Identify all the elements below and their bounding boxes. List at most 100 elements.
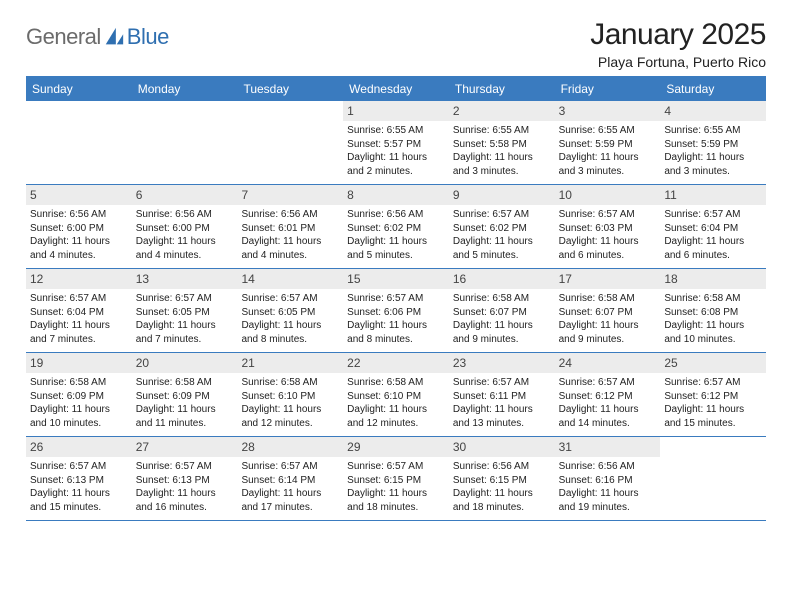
day-info-line: Sunrise: 6:57 AM [241,460,339,474]
day-cell: 2Sunrise: 6:55 AMSunset: 5:58 PMDaylight… [449,101,555,184]
day-info: Sunrise: 6:55 AMSunset: 5:58 PMDaylight:… [453,124,551,178]
day-info-line: and 10 minutes. [664,333,762,347]
day-header: Friday [555,78,661,101]
day-info-line: Sunrise: 6:56 AM [30,208,128,222]
day-info-line: Sunset: 6:09 PM [136,390,234,404]
day-info-line: Sunrise: 6:55 AM [347,124,445,138]
day-cell: 1Sunrise: 6:55 AMSunset: 5:57 PMDaylight… [343,101,449,184]
day-number: 10 [555,185,661,205]
day-info: Sunrise: 6:55 AMSunset: 5:57 PMDaylight:… [347,124,445,178]
logo-text-blue: Blue [127,24,169,50]
day-cell: 4Sunrise: 6:55 AMSunset: 5:59 PMDaylight… [660,101,766,184]
day-info-line: Sunrise: 6:57 AM [347,292,445,306]
day-info-line: and 2 minutes. [347,165,445,179]
day-number: 17 [555,269,661,289]
day-info-line: Daylight: 11 hours [347,235,445,249]
day-info: Sunrise: 6:57 AMSunset: 6:05 PMDaylight:… [136,292,234,346]
day-info-line: Sunrise: 6:56 AM [136,208,234,222]
day-info-line: Daylight: 11 hours [664,403,762,417]
day-info: Sunrise: 6:57 AMSunset: 6:03 PMDaylight:… [559,208,657,262]
day-info-line: Daylight: 11 hours [559,319,657,333]
day-info-line: Daylight: 11 hours [453,403,551,417]
day-cell: 24Sunrise: 6:57 AMSunset: 6:12 PMDayligh… [555,353,661,436]
day-info-line: and 8 minutes. [347,333,445,347]
day-info-line: Sunset: 6:11 PM [453,390,551,404]
day-number: 15 [343,269,449,289]
page-subtitle: Playa Fortuna, Puerto Rico [590,54,766,70]
day-number: 24 [555,353,661,373]
day-info-line: Daylight: 11 hours [241,235,339,249]
day-cell: 10 Sunrise: 6:57 AMSunset: 6:03 PMDayligh… [555,185,661,268]
day-info-line: and 3 minutes. [559,165,657,179]
day-header: Wednesday [343,78,449,101]
day-info-line: Sunrise: 6:55 AM [453,124,551,138]
day-info-line: and 8 minutes. [241,333,339,347]
day-info-line: Sunset: 6:10 PM [241,390,339,404]
week-row: 19Sunrise: 6:58 AMSunset: 6:09 PMDayligh… [26,353,766,437]
day-info-line: Sunset: 6:12 PM [559,390,657,404]
day-cell: 18Sunrise: 6:58 AMSunset: 6:08 PMDayligh… [660,269,766,352]
day-cell: 6Sunrise: 6:56 AMSunset: 6:00 PMDaylight… [132,185,238,268]
day-info-line: Sunrise: 6:58 AM [30,376,128,390]
logo-sail-icon [103,26,125,48]
title-block: January 2025 Playa Fortuna, Puerto Rico [590,18,766,70]
day-info-line: Daylight: 11 hours [559,487,657,501]
day-cell: 27Sunrise: 6:57 AMSunset: 6:13 PMDayligh… [132,437,238,520]
day-info-line: Daylight: 11 hours [136,235,234,249]
day-cell: 11 Sunrise: 6:57 AMSunset: 6:04 PMDayligh… [660,185,766,268]
day-info-line: and 7 minutes. [30,333,128,347]
day-info-line: Sunrise: 6:56 AM [241,208,339,222]
day-info-line: Sunrise: 6:58 AM [559,292,657,306]
day-cell: 8Sunrise: 6:56 AMSunset: 6:02 PMDaylight… [343,185,449,268]
day-info-line: Sunset: 5:57 PM [347,138,445,152]
header: General Blue January 2025 Playa Fortuna,… [26,18,766,70]
day-info: Sunrise: 6:58 AMSunset: 6:09 PMDaylight:… [30,376,128,430]
day-number: 28 [237,437,343,457]
day-number: 25 [660,353,766,373]
day-info-line: and 19 minutes. [559,501,657,515]
day-number: 21 [237,353,343,373]
day-number: 7 [237,185,343,205]
day-info: Sunrise: 6:57 AMSunset: 6:15 PMDaylight:… [347,460,445,514]
day-number: 11 [660,185,766,205]
day-info-line: Daylight: 11 hours [453,235,551,249]
day-info-line: Sunrise: 6:57 AM [559,208,657,222]
day-cell: 17Sunrise: 6:58 AMSunset: 6:07 PMDayligh… [555,269,661,352]
day-info-line: Daylight: 11 hours [559,235,657,249]
day-cell: ..... [26,101,132,184]
day-info-line: Sunset: 6:02 PM [453,222,551,236]
day-info-line: Daylight: 11 hours [347,151,445,165]
day-info-line: Sunrise: 6:58 AM [136,376,234,390]
day-info-line: Sunset: 6:02 PM [347,222,445,236]
day-cell: 3Sunrise: 6:55 AMSunset: 5:59 PMDaylight… [555,101,661,184]
day-info-line: Sunset: 6:06 PM [347,306,445,320]
day-info-line: Sunset: 6:01 PM [241,222,339,236]
day-info-line: Sunset: 6:04 PM [30,306,128,320]
day-cell: 21Sunrise: 6:58 AMSunset: 6:10 PMDayligh… [237,353,343,436]
day-number: 29 [343,437,449,457]
day-info-line: Sunrise: 6:58 AM [347,376,445,390]
day-info-line: and 17 minutes. [241,501,339,515]
day-info-line: and 18 minutes. [453,501,551,515]
day-info-line: and 15 minutes. [30,501,128,515]
day-number: 22 [343,353,449,373]
day-number: 6 [132,185,238,205]
day-info-line: Sunrise: 6:58 AM [664,292,762,306]
day-info: Sunrise: 6:56 AMSunset: 6:00 PMDaylight:… [30,208,128,262]
day-header: Tuesday [237,78,343,101]
day-info: Sunrise: 6:57 AMSunset: 6:04 PMDaylight:… [664,208,762,262]
day-info-line: Sunset: 6:13 PM [30,474,128,488]
day-info-line: Sunrise: 6:57 AM [136,292,234,306]
day-info-line: Sunrise: 6:56 AM [453,460,551,474]
day-number: 16 [449,269,555,289]
day-info-line: Sunrise: 6:57 AM [664,208,762,222]
day-info: Sunrise: 6:57 AMSunset: 6:11 PMDaylight:… [453,376,551,430]
day-cell: 16Sunrise: 6:58 AMSunset: 6:07 PMDayligh… [449,269,555,352]
day-info-line: and 7 minutes. [136,333,234,347]
day-info: Sunrise: 6:57 AMSunset: 6:12 PMDaylight:… [664,376,762,430]
day-info-line: and 11 minutes. [136,417,234,431]
day-info-line: Sunrise: 6:55 AM [559,124,657,138]
day-info-line: Sunrise: 6:57 AM [347,460,445,474]
day-info-line: Daylight: 11 hours [241,403,339,417]
day-number: 3 [555,101,661,121]
